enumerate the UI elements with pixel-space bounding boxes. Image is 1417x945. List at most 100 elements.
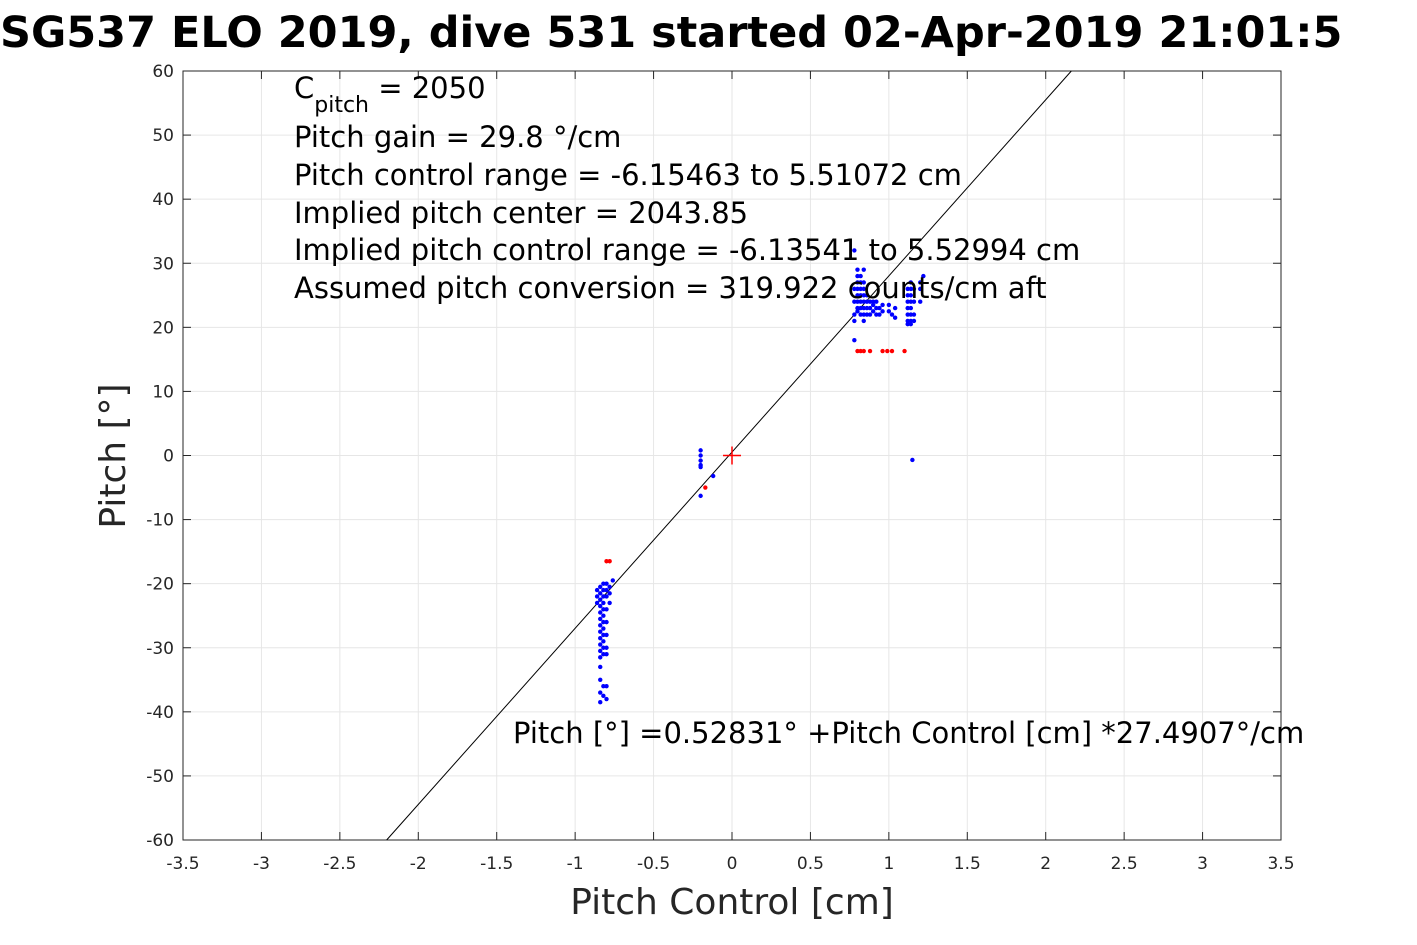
data-point [852,248,857,253]
data-point [610,578,615,583]
data-point [855,348,860,354]
data-point [874,299,879,304]
y-tick-label: 0 [163,447,174,467]
data-point [598,642,603,647]
data-point [908,305,914,311]
data-point [855,299,860,304]
y-tick-label: -30 [146,639,174,659]
data-point [911,299,917,304]
data-point [864,293,870,298]
annotation-line: Pitch control range = -6.15463 to 5.5107… [294,158,962,192]
data-point [601,639,606,644]
data-point [886,309,892,314]
data-point [858,312,863,317]
data-point [598,629,603,634]
data-point [861,286,866,292]
data-point [607,591,612,596]
data-point [867,305,873,311]
data-point [905,299,910,304]
data-point [601,619,606,625]
x-axis-label: Pitch Control [cm] [570,882,894,923]
data-point [604,581,609,586]
y-tick-label: 20 [152,318,174,338]
data-point [858,273,863,279]
data-point [604,587,609,593]
x-tick-label: 0 [727,854,738,874]
data-point [598,603,603,609]
data-point [867,348,873,354]
data-point [889,312,895,317]
data-point [905,321,910,327]
data-point [855,273,860,279]
center-marker [723,446,741,465]
data-point [604,651,609,657]
data-point [598,690,603,695]
c-pitch-value: = 2050 [369,71,486,105]
data-point [858,286,863,292]
data-point [858,299,863,304]
data-point [877,305,882,311]
data-point [905,305,910,311]
data-point [598,597,603,602]
data-point [880,309,885,314]
data-point [601,600,606,606]
data-point [604,607,609,612]
data-point [601,684,606,689]
y-tick-label: 60 [152,62,174,82]
data-point [852,337,857,343]
x-tick-label: 1 [883,854,894,874]
data-point [604,619,609,625]
data-point [598,584,603,590]
x-tick-label: -1 [567,854,584,874]
x-tick-label: 2 [1040,854,1051,874]
data-point [598,664,603,670]
data-point [902,348,907,354]
fit-equation: Pitch [°] =0.52831° +Pitch Control [cm] … [513,716,1304,750]
data-point [867,312,873,317]
data-point [598,591,603,596]
data-point [710,473,716,479]
data-point [698,448,703,453]
data-point [601,626,606,631]
grid [182,70,1282,841]
data-point [604,594,609,599]
data-point [598,700,603,705]
data-point [911,286,917,292]
data-point [889,348,895,354]
data-point [598,616,603,622]
c-pitch-subscript: pitch [314,93,369,118]
data-point [601,587,606,593]
data-point [598,655,603,660]
data-point [861,299,866,304]
data-point [601,651,606,657]
data-point [886,302,892,308]
data-point [855,309,860,314]
data-point [598,648,603,654]
data-point [870,302,876,308]
data-point [905,293,910,298]
x-tick-label: 1.5 [954,854,981,874]
data-point [918,286,923,292]
annotation-line: Implied pitch control range = -6.13541 t… [294,233,1080,267]
data-point [905,318,910,324]
data-point [880,348,885,354]
data-point [698,464,703,470]
data-point [918,280,923,285]
data-point [908,318,914,324]
data-point [870,309,876,314]
data-point [858,348,863,354]
data-point [908,280,914,285]
data-point [864,299,870,304]
data-point [880,302,885,308]
data-point [861,305,866,311]
x-tick-label: 2.5 [1111,854,1138,874]
data-point [604,684,609,689]
y-tick-label: 50 [152,126,174,146]
data-point [911,312,917,317]
data-point [864,312,870,317]
data-point [908,312,914,317]
data-point [911,318,917,324]
data-point [604,696,609,702]
data-point [604,632,609,638]
data-point [905,286,910,292]
